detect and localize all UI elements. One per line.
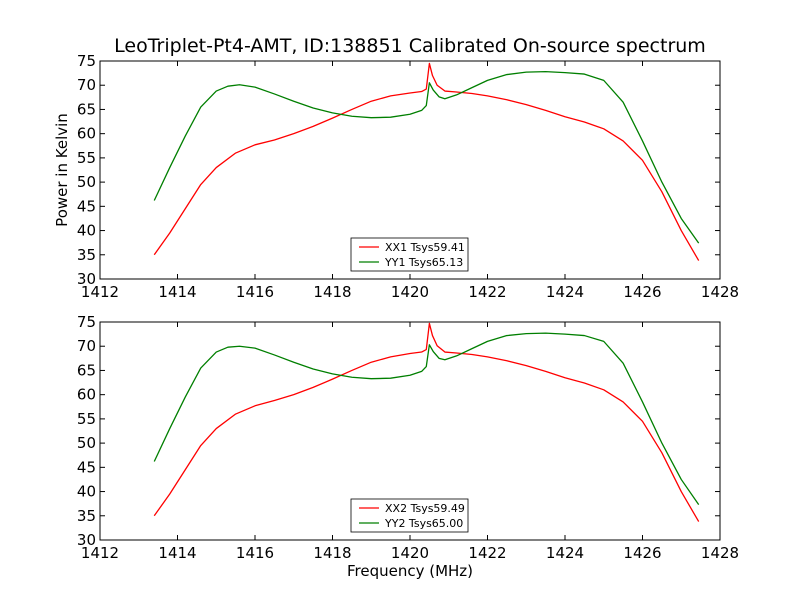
y-axis-label: Power in Kelvin <box>53 113 71 227</box>
x-tick-label-1424: 1424 <box>546 544 584 562</box>
x-tick-label-1426: 1426 <box>623 283 661 301</box>
y-tick-label-70: 70 <box>77 76 96 94</box>
y-tick-label-75: 75 <box>77 313 96 331</box>
legend-1: XX1 Tsys59.41 YY1 Tsys65.13 <box>350 237 469 272</box>
series-line-2-2 <box>153 332 700 506</box>
y-tick-label-70: 70 <box>77 337 96 355</box>
x-tick-label-1424: 1424 <box>546 283 584 301</box>
legend-box <box>350 237 469 272</box>
y-tick-label-35: 35 <box>77 246 96 264</box>
x-tick-label-1418: 1418 <box>313 544 351 562</box>
x-tick-label-1422: 1422 <box>468 283 506 301</box>
x-axis-label: Frequency (MHz) <box>347 562 473 580</box>
y-tick-label-65: 65 <box>77 100 96 118</box>
x-tick-label-1412: 1412 <box>81 283 119 301</box>
y-tick-label-40: 40 <box>77 483 96 501</box>
y-tick-label-40: 40 <box>77 222 96 240</box>
series-line-2-1 <box>153 322 700 522</box>
x-tick-label-1426: 1426 <box>623 544 661 562</box>
legend-label-1: XX1 Tsys59.41 <box>385 241 465 254</box>
legend-label-2: YY2 Tsys65.00 <box>384 517 463 530</box>
x-tick-label-1416: 1416 <box>236 283 274 301</box>
x-tick-label-1428: 1428 <box>701 544 739 562</box>
y-tick-label-60: 60 <box>77 386 96 404</box>
y-tick-label-55: 55 <box>77 410 96 428</box>
x-tick-label-1422: 1422 <box>468 544 506 562</box>
series-line-1-2 <box>153 71 700 244</box>
x-tick-label-1414: 1414 <box>158 283 196 301</box>
legend-2: XX2 Tsys59.49 YY2 Tsys65.00 <box>350 498 469 533</box>
x-tick-label-1418: 1418 <box>313 283 351 301</box>
y-tick-label-75: 75 <box>77 52 96 70</box>
series-line-1-1 <box>153 62 700 261</box>
y-tick-label-55: 55 <box>77 149 96 167</box>
y-tick-label-35: 35 <box>77 507 96 525</box>
y-tick-label-65: 65 <box>77 361 96 379</box>
y-tick-label-50: 50 <box>77 173 96 191</box>
plot-panel-1: 1412 1414 1416 1418 1420 1422 1424 1426 1428 30 35… <box>53 52 739 301</box>
legend-label-1: XX2 Tsys59.49 <box>385 502 465 515</box>
y-tick-label-45: 45 <box>77 458 96 476</box>
x-tick-label-1420: 1420 <box>391 283 429 301</box>
plot-panel-2: 1412 1414 1416 1418 1420 1422 1424 1426 1428 30 35… <box>77 313 739 562</box>
x-tick-label-1412: 1412 <box>81 544 119 562</box>
legend-box <box>350 498 469 533</box>
y-tick-label-60: 60 <box>77 125 96 143</box>
x-tick-label-1428: 1428 <box>701 283 739 301</box>
x-tick-label-1414: 1414 <box>158 544 196 562</box>
chart-title: LeoTriplet-Pt4-AMT, ID:138851 Calibrated… <box>114 35 706 57</box>
y-tick-label-45: 45 <box>77 197 96 215</box>
legend-label-2: YY1 Tsys65.13 <box>384 256 463 269</box>
y-tick-label-30: 30 <box>77 270 96 288</box>
x-tick-label-1420: 1420 <box>391 544 429 562</box>
x-tick-label-1416: 1416 <box>236 544 274 562</box>
y-tick-label-50: 50 <box>77 434 96 452</box>
y-tick-label-30: 30 <box>77 531 96 549</box>
